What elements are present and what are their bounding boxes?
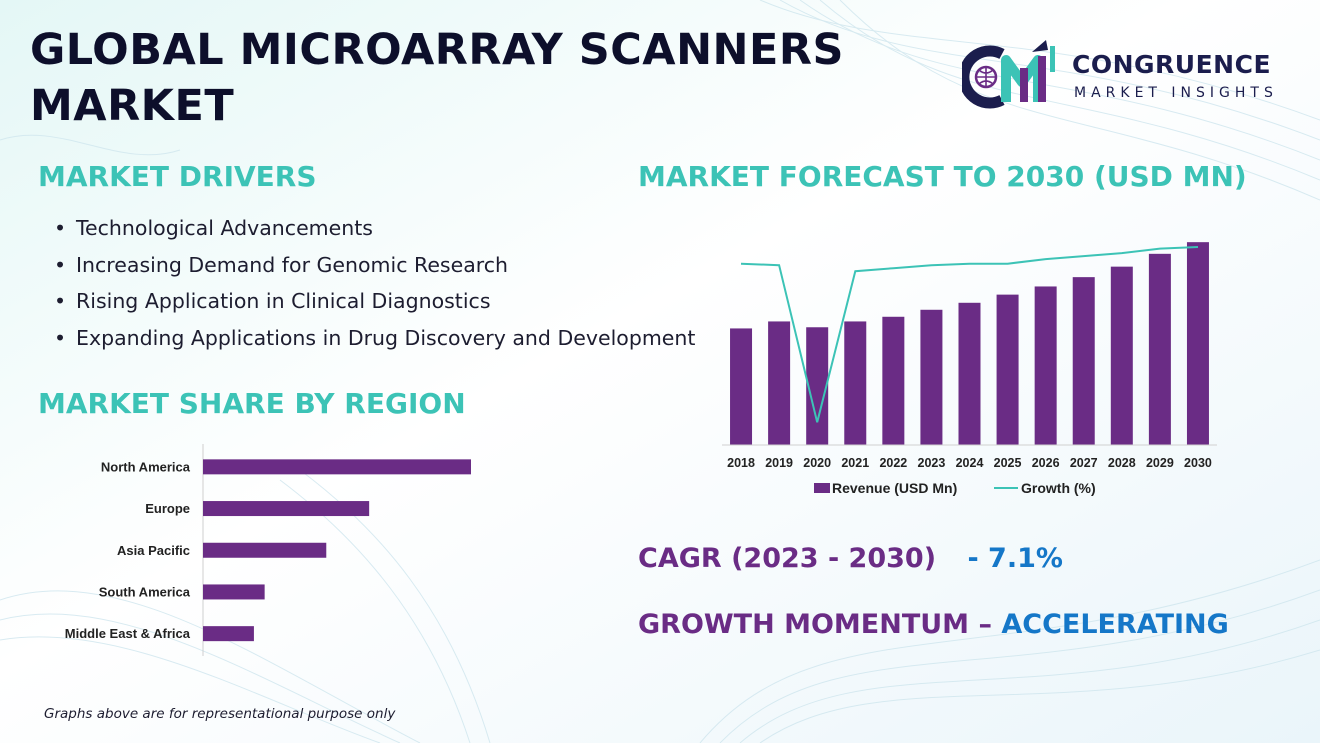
region-tick-label: Asia Pacific [117, 543, 190, 558]
footnote: Graphs above are for representational pu… [44, 706, 396, 722]
revenue-bar [1034, 286, 1057, 445]
revenue-bar [1148, 253, 1171, 445]
revenue-bar [996, 294, 1019, 445]
growth-line [740, 246, 1199, 423]
title-line-1: GLOBAL MICROARRAY SCANNERS [30, 25, 845, 75]
legend-revenue-swatch [814, 483, 830, 493]
year-tick-label: 2024 [956, 456, 984, 470]
revenue-bar [882, 316, 905, 445]
region-tick-label: Middle East & Africa [65, 626, 191, 641]
year-tick-label: 2029 [1146, 456, 1174, 470]
year-tick-label: 2023 [918, 456, 946, 470]
year-tick-label: 2025 [994, 456, 1022, 470]
brand-name: CONGRUENCE [1072, 50, 1272, 79]
driver-item: Expanding Applications in Drug Discovery… [52, 320, 709, 357]
region-bar [203, 584, 265, 600]
region-bar [203, 626, 254, 642]
region-bar [203, 542, 327, 558]
year-tick-label: 2020 [803, 456, 831, 470]
page-title: GLOBAL MICROARRAY SCANNERS MARKET [30, 22, 844, 134]
region-bar [203, 501, 370, 517]
cagr-stat: CAGR (2023 - 2030) - 7.1% [638, 543, 1063, 574]
market-drivers-heading: MARKET DRIVERS [38, 160, 317, 193]
growth-momentum-stat: GROWTH MOMENTUM – ACCELERATING [638, 609, 1229, 640]
revenue-bar [730, 328, 753, 445]
driver-item: Increasing Demand for Genomic Research [52, 247, 709, 284]
year-tick-label: 2026 [1032, 456, 1060, 470]
year-tick-label: 2018 [727, 456, 755, 470]
region-tick-label: Europe [145, 501, 190, 516]
region-share-chart: North America Europe Asia Pacific South Ame… [65, 444, 471, 656]
revenue-bar [844, 321, 867, 445]
year-tick-label: 2019 [765, 456, 793, 470]
driver-item: Technological Advancements [52, 210, 709, 247]
market-drivers-list: Technological Advancements Increasing De… [52, 210, 709, 356]
revenue-bar [958, 302, 981, 445]
market-forecast-chart: 2018 2019 2020 2021 2022 2023 2024 2025 2026 2027… [722, 242, 1217, 496]
revenue-bar [920, 309, 943, 445]
momentum-value: ACCELERATING [1001, 609, 1229, 640]
legend-revenue-label: Revenue (USD Mn) [832, 480, 957, 496]
driver-item: Rising Application in Clinical Diagnosti… [52, 283, 709, 320]
cagr-value: - 7.1% [967, 543, 1063, 574]
revenue-bar [1186, 242, 1209, 445]
title-line-2: MARKET [30, 81, 235, 131]
revenue-bar [768, 321, 791, 445]
year-tick-label: 2022 [879, 456, 907, 470]
market-share-heading: MARKET SHARE BY REGION [38, 387, 466, 420]
brand-logo: CONGRUENCE MARKET INSIGHTS [962, 38, 1292, 110]
cagr-label: CAGR (2023 - 2030) [638, 543, 937, 574]
legend-growth-label: Growth (%) [1021, 480, 1096, 496]
momentum-label: GROWTH MOMENTUM – [638, 609, 992, 640]
year-tick-label: 2021 [841, 456, 869, 470]
brand-tagline: MARKET INSIGHTS [1074, 85, 1278, 101]
revenue-bar [806, 327, 829, 445]
year-tick-label: 2030 [1184, 456, 1212, 470]
cm-logo-mark [962, 40, 1055, 109]
market-forecast-heading: MARKET FORECAST TO 2030 (USD MN) [638, 160, 1247, 193]
region-tick-label: South America [99, 584, 191, 599]
revenue-bar [1110, 266, 1133, 445]
region-tick-label: North America [101, 459, 191, 474]
revenue-bar [1072, 277, 1095, 445]
year-tick-label: 2027 [1070, 456, 1098, 470]
year-tick-label: 2028 [1108, 456, 1136, 470]
region-bar [203, 459, 471, 475]
